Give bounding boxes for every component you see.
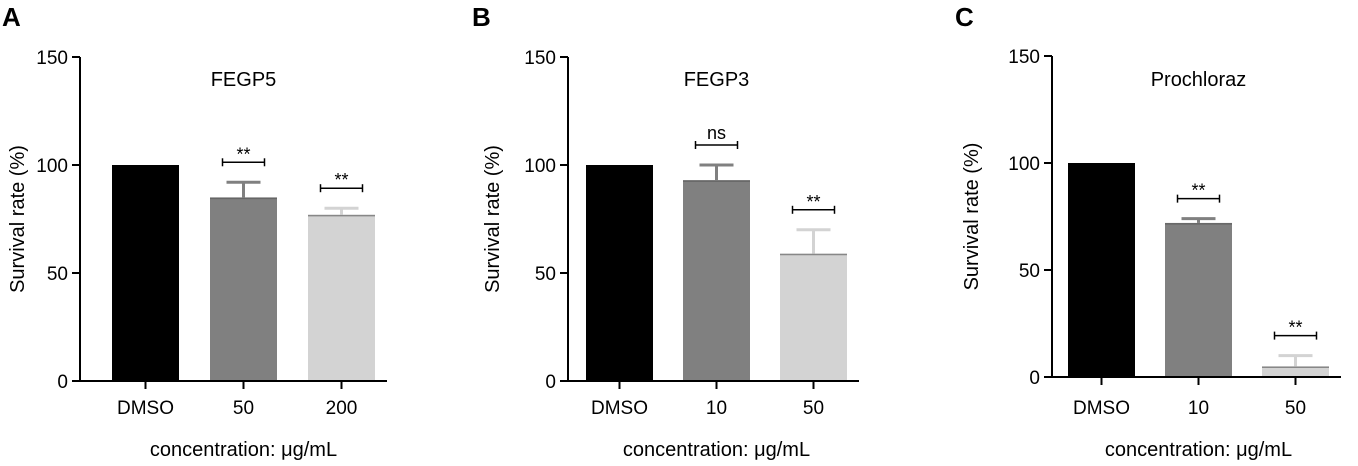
chart-title: FEGP3 <box>684 69 750 91</box>
bar-dmso <box>586 165 653 381</box>
chart-title: FEGP5 <box>211 69 277 91</box>
y-tick-label: 50 <box>47 264 68 285</box>
x-tick-label: DMSO <box>1073 398 1130 419</box>
y-tick-label: 100 <box>524 156 556 177</box>
y-tick-label: 0 <box>545 372 556 393</box>
chart-panel-c: C DMSO ** 10 ** 50 0 50 100 150 Prochloraz Survival… <box>955 2 1341 461</box>
significance-label: ** <box>334 170 348 190</box>
panel-label: A <box>2 2 21 32</box>
y-tick-label: 100 <box>36 156 68 177</box>
y-tick-label: 100 <box>1008 154 1040 175</box>
y-tick-label: 0 <box>1029 368 1040 389</box>
x-tick-label: 10 <box>706 398 727 419</box>
x-tick-label: 50 <box>233 398 254 419</box>
chart-panel-a: A DMSO ** 50 ** 200 0 50 100 150 FEGP5 Survival rat… <box>2 2 387 461</box>
y-tick-label: 50 <box>535 264 556 285</box>
significance-label: ** <box>806 192 820 212</box>
bar-dmso <box>1068 163 1135 377</box>
bar-50 <box>210 197 277 381</box>
panel-label: B <box>472 2 491 32</box>
bar-10 <box>1165 222 1232 377</box>
significance-label: ** <box>1288 318 1302 338</box>
y-tick-label: 0 <box>57 372 68 393</box>
x-tick-label: DMSO <box>591 398 648 419</box>
y-tick-label: 150 <box>1008 47 1040 68</box>
bar-200 <box>308 214 375 381</box>
x-axis-title: concentration: μg/mL <box>1105 439 1292 461</box>
y-axis-title: Survival rate (%) <box>7 145 29 293</box>
y-tick-label: 150 <box>36 48 68 69</box>
significance-label: ** <box>1191 181 1205 201</box>
bar-50 <box>780 253 847 381</box>
panel-label: C <box>955 2 974 32</box>
y-axis-title: Survival rate (%) <box>961 143 983 291</box>
significance-label: ns <box>707 123 726 143</box>
x-tick-label: 10 <box>1188 398 1209 419</box>
chart-panel-b: B DMSO ns 10 ** 50 0 50 100 150 FEGP3 Survival rate… <box>472 2 859 461</box>
y-tick-label: 50 <box>1019 261 1040 282</box>
x-tick-label: 200 <box>326 398 358 419</box>
y-tick-label: 150 <box>524 48 556 69</box>
x-tick-label: 50 <box>803 398 824 419</box>
bar-50 <box>1262 366 1329 377</box>
bar-10 <box>683 180 750 381</box>
chart-title: Prochloraz <box>1151 69 1247 91</box>
y-axis-title: Survival rate (%) <box>482 145 504 293</box>
bar-dmso <box>112 165 179 381</box>
x-axis-title: concentration: μg/mL <box>623 439 810 461</box>
x-axis-title: concentration: μg/mL <box>150 439 337 461</box>
x-tick-label: 50 <box>1285 398 1306 419</box>
x-tick-label: DMSO <box>117 398 174 419</box>
significance-label: ** <box>236 144 250 164</box>
